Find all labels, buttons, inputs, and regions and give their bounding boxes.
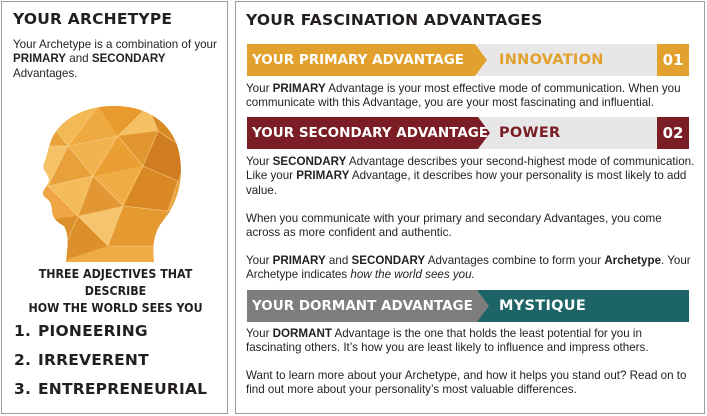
intro-text: Advantages. — [13, 66, 78, 80]
archetype-panel: YOUR ARCHETYPE Your Archetype is a combi… — [1, 1, 228, 414]
text-run: Advantage, it describes how your persona… — [246, 169, 687, 197]
adjective-item: 3. ENTREPRENEURIAL — [14, 376, 207, 405]
text-run: Advantages combine to form your — [425, 254, 605, 267]
text-run: Advantage is the one that holds the leas… — [246, 327, 649, 355]
primary-advantage-description: Your PRIMARY Advantage is your most effe… — [246, 82, 696, 111]
adjectives-list: 1. PIONEERING 2. IRREVERENT 3. ENTREPRENEUR… — [14, 318, 207, 405]
text-bold: SECONDARY — [351, 254, 426, 267]
combine-description: When you communicate with your primary a… — [246, 212, 662, 240]
text-italic: how the world sees you. — [350, 268, 475, 282]
text-bold: Archetype — [604, 254, 662, 267]
adjective-label: IRREVERENT — [38, 351, 149, 369]
secondary-advantage-band: YOUR SECONDARY ADVANTAGE POWER 02 — [247, 117, 689, 149]
text-bold: DORMANT — [272, 327, 332, 340]
secondary-advantage-description: Your SECONDARY Advantage describes your … — [246, 155, 696, 198]
dormant-advantage-label: YOUR DORMANT ADVANTAGE — [247, 290, 489, 322]
secondary-advantage-label: YOUR SECONDARY ADVANTAGE — [247, 117, 490, 149]
text-bold: PRIMARY — [272, 82, 326, 95]
text-bold: PRIMARY — [272, 254, 326, 267]
adjective-label: PIONEERING — [38, 322, 148, 340]
primary-advantage-value: INNOVATION — [499, 52, 604, 68]
text-run: . Your Archetype indicates — [246, 254, 691, 282]
adjective-number: 2. — [14, 351, 32, 369]
adjectives-title-line: THREE ADJECTIVES THAT DESCRIBE — [38, 267, 193, 298]
text-run: Your — [246, 327, 273, 340]
adjective-number: 1. — [14, 322, 32, 340]
learn-more-text: Want to learn more about your Archetype,… — [246, 369, 687, 397]
secondary-advantage-badge: 02 — [657, 117, 689, 149]
text-bold: PRIMARY — [296, 169, 350, 183]
archetype-heading: YOUR ARCHETYPE — [13, 10, 173, 28]
adjective-item: 2. IRREVERENT — [14, 347, 207, 376]
fascination-advantages-panel: YOUR FASCINATION ADVANTAGES YOUR PRIMARY… — [235, 1, 705, 414]
text-run: and — [325, 254, 352, 267]
intro-text: and — [66, 52, 92, 66]
secondary-advantage-value: POWER — [499, 125, 561, 141]
dormant-advantage-band: YOUR DORMANT ADVANTAGE MYSTIQUE — [247, 290, 689, 322]
text-bold: SECONDARY — [272, 155, 347, 168]
archetype-description: Your PRIMARY and SECONDARY Advantages co… — [246, 254, 696, 283]
dormant-advantage-description: Your DORMANT Advantage is the one that h… — [246, 327, 696, 356]
text-run: Your — [246, 82, 273, 95]
intro-primary-bold: PRIMARY — [13, 52, 67, 66]
advantages-heading: YOUR FASCINATION ADVANTAGES — [246, 11, 543, 29]
adjectives-title: THREE ADJECTIVES THAT DESCRIBE HOW THE W… — [17, 266, 214, 317]
primary-advantage-band: YOUR PRIMARY ADVANTAGE INNOVATION 01 — [247, 44, 689, 76]
dormant-advantage-value: MYSTIQUE — [499, 298, 587, 314]
text-run: Your — [246, 155, 273, 168]
geometric-head-profile-icon — [43, 106, 181, 262]
adjectives-title-line: HOW THE WORLD SEES YOU — [28, 301, 203, 315]
adjective-item: 1. PIONEERING — [14, 318, 207, 347]
archetype-intro: Your Archetype is a combination of your … — [13, 38, 223, 81]
adjective-label: ENTREPRENEURIAL — [38, 380, 208, 398]
intro-secondary-bold: SECONDARY — [91, 52, 166, 66]
primary-advantage-badge: 01 — [657, 44, 689, 76]
text-run: Your — [246, 254, 273, 267]
primary-advantage-label: YOUR PRIMARY ADVANTAGE — [247, 44, 487, 76]
text-run: Advantage is your most effective mode of… — [246, 82, 681, 110]
intro-text: Your Archetype is a combination of your — [13, 38, 217, 51]
adjective-number: 3. — [14, 380, 32, 398]
text-run: Advantage describes your second-highest … — [246, 155, 695, 183]
